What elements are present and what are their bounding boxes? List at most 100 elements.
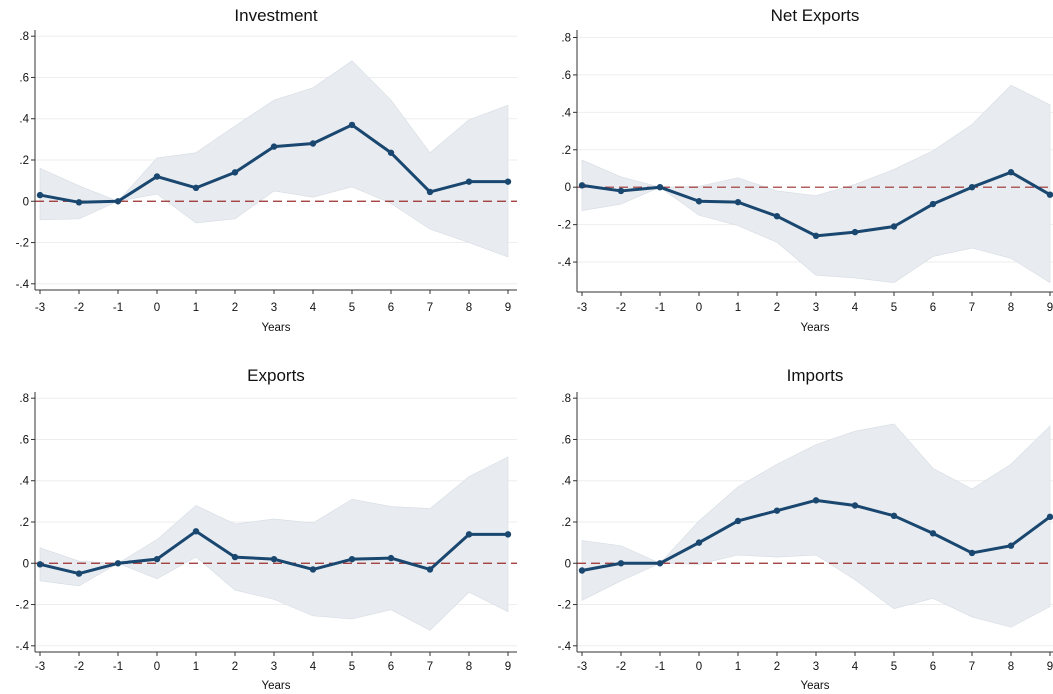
y-tick-label: .4 bbox=[19, 476, 29, 488]
x-tick-label: 5 bbox=[891, 302, 897, 314]
x-tick-label: 8 bbox=[1008, 661, 1014, 673]
data-point bbox=[929, 200, 937, 208]
y-tick-label: .8 bbox=[19, 31, 29, 43]
confidence-band bbox=[581, 84, 1051, 284]
data-point bbox=[75, 570, 83, 577]
y-tick-label: .6 bbox=[561, 70, 571, 82]
data-point bbox=[153, 173, 161, 180]
data-point bbox=[851, 502, 859, 509]
x-tick-label: -3 bbox=[577, 661, 587, 673]
x-tick-label: -1 bbox=[655, 302, 665, 314]
data-point bbox=[270, 555, 278, 563]
y-tick-label: .6 bbox=[561, 434, 571, 446]
x-tick-label: 0 bbox=[154, 302, 160, 314]
x-tick-label: 7 bbox=[427, 302, 433, 314]
x-tick-label: 5 bbox=[349, 661, 355, 673]
data-point bbox=[812, 232, 820, 240]
x-tick-label: 5 bbox=[349, 302, 355, 314]
x-tick-label: 1 bbox=[193, 661, 199, 673]
x-tick-label: 5 bbox=[891, 661, 897, 673]
data-point bbox=[617, 560, 625, 567]
y-tick-label: -.2 bbox=[16, 600, 29, 612]
y-tick-label: .2 bbox=[19, 155, 29, 167]
x-axis-label: Years bbox=[262, 322, 291, 334]
y-tick-label: .2 bbox=[561, 517, 571, 529]
y-tick-label: .6 bbox=[19, 434, 29, 446]
data-point bbox=[656, 560, 664, 567]
data-point bbox=[465, 178, 473, 185]
x-axis-label: Years bbox=[801, 322, 830, 334]
data-point bbox=[773, 507, 781, 514]
data-point bbox=[75, 199, 83, 206]
x-tick-label: 8 bbox=[1008, 302, 1014, 314]
y-tick-label: -.4 bbox=[558, 257, 572, 269]
x-tick-label: -3 bbox=[577, 302, 587, 314]
data-point bbox=[890, 223, 898, 230]
chart-panel-imports: -.4 -.2 0 .2 .4 .6 .8 -3 -2 -1 0 1 2 3 4 5 6 7 8 9 Imports Ye… bbox=[558, 366, 1053, 692]
y-tick-label: -.4 bbox=[16, 641, 30, 653]
x-tick-label: -2 bbox=[616, 302, 626, 314]
x-tick-label: 2 bbox=[232, 661, 238, 673]
data-point bbox=[192, 184, 200, 192]
x-tick-label: 6 bbox=[388, 661, 394, 673]
data-point bbox=[114, 560, 122, 567]
data-point bbox=[465, 531, 473, 538]
data-point bbox=[968, 184, 976, 191]
x-tick-label: -1 bbox=[113, 661, 123, 673]
x-tick-label: 1 bbox=[735, 661, 741, 673]
y-tick-label: .8 bbox=[19, 393, 29, 405]
y-tick-label: -.4 bbox=[558, 641, 572, 653]
x-tick-label: 0 bbox=[696, 661, 702, 673]
x-tick-label: 7 bbox=[969, 661, 975, 673]
chart-panel-exports: -.4 -.2 0 .2 .4 .6 .8 -3 -2 -1 0 1 2 3 4 5 6 7 8 9 Exports Ye… bbox=[16, 366, 517, 692]
data-point bbox=[1046, 191, 1053, 198]
data-point bbox=[387, 554, 395, 562]
x-tick-label: -2 bbox=[616, 661, 626, 673]
x-tick-label: 6 bbox=[388, 302, 394, 314]
panel-title: Imports bbox=[787, 366, 844, 385]
data-point bbox=[387, 149, 395, 156]
data-point bbox=[270, 143, 278, 150]
data-point bbox=[504, 531, 512, 538]
x-tick-label: -2 bbox=[74, 661, 84, 673]
x-tick-label: -1 bbox=[655, 661, 665, 673]
data-point bbox=[36, 561, 44, 568]
x-tick-label: 3 bbox=[813, 661, 819, 673]
x-tick-label: 1 bbox=[193, 302, 199, 314]
data-point bbox=[734, 198, 742, 206]
x-tick-label: -3 bbox=[35, 302, 45, 314]
data-point bbox=[1007, 169, 1015, 176]
x-tick-label: 1 bbox=[735, 302, 741, 314]
x-tick-label: 0 bbox=[154, 661, 160, 673]
y-tick-label: 0 bbox=[23, 196, 29, 208]
x-tick-label: 3 bbox=[271, 661, 277, 673]
x-tick-label: 2 bbox=[774, 302, 780, 314]
chart-panel-net-exports: -.4 -.2 0 .2 .4 .6 .8 -3 -2 -1 0 1 2 3 4 5 6 7 8 9 Net Expor… bbox=[558, 6, 1053, 334]
panel-title: Investment bbox=[234, 6, 317, 25]
y-tick-label: .4 bbox=[19, 114, 29, 126]
data-point bbox=[231, 169, 239, 176]
chart-panel-investment: -.4 -.2 0 .2 .4 .6 .8 -3 -2 -1 0 1 2 3 4 5 6 7 8 9 Investmen… bbox=[16, 6, 517, 334]
y-tick-label: -.2 bbox=[558, 600, 571, 612]
data-point bbox=[192, 528, 200, 535]
data-point bbox=[773, 213, 781, 220]
x-tick-label: 0 bbox=[696, 302, 702, 314]
data-point bbox=[617, 187, 625, 195]
x-tick-label: 6 bbox=[930, 661, 936, 673]
x-tick-label: 9 bbox=[505, 302, 511, 314]
x-tick-label: 9 bbox=[1047, 661, 1053, 673]
x-tick-label: 4 bbox=[852, 661, 859, 673]
x-tick-label: -3 bbox=[35, 661, 45, 673]
data-point bbox=[153, 555, 161, 563]
y-tick-label: 0 bbox=[565, 182, 571, 194]
panel-title: Net Exports bbox=[771, 6, 860, 25]
data-point bbox=[929, 530, 937, 537]
data-point bbox=[348, 555, 356, 563]
x-axis-label: Years bbox=[262, 680, 291, 692]
y-tick-label: .6 bbox=[19, 72, 29, 84]
y-tick-label: 0 bbox=[23, 558, 29, 570]
data-point bbox=[968, 549, 976, 557]
confidence-band bbox=[581, 423, 1051, 628]
data-point bbox=[890, 512, 898, 520]
